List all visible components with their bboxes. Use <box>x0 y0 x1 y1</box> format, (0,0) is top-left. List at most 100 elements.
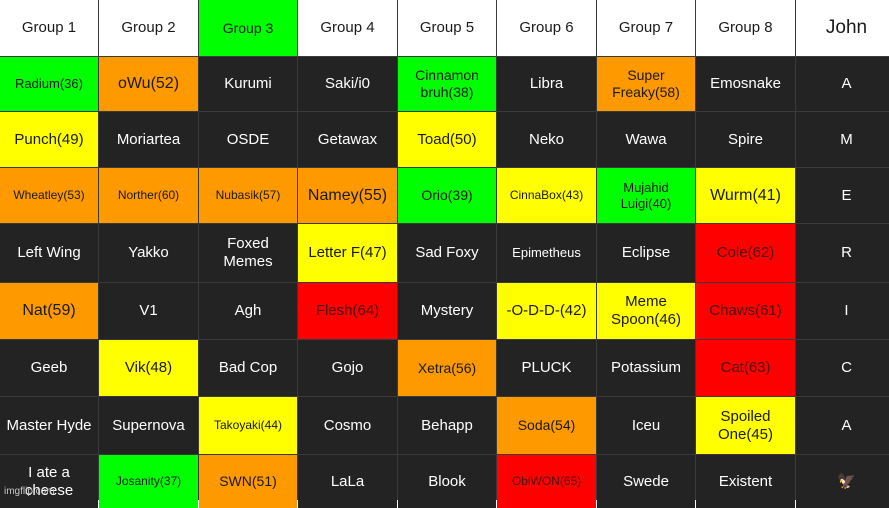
table-cell: Vik(48) <box>99 340 198 396</box>
column-header-label: Group 8 <box>718 19 773 36</box>
table-cell: Wurm(41) <box>696 168 795 223</box>
table-cell: Nubasik(57) <box>199 168 297 223</box>
cell-label: Toad(50) <box>417 130 477 148</box>
cell-label: Super Freaky(58) <box>612 67 680 100</box>
column-header: Group 8 <box>696 0 795 56</box>
table-cell: V1 <box>99 283 198 339</box>
table-cell: R <box>796 224 889 282</box>
column-header-label: Group 1 <box>21 19 77 36</box>
cell-label: CinnaBox(43) <box>509 188 584 203</box>
cell-label: C <box>841 359 852 376</box>
cell-label: LaLa <box>330 472 365 490</box>
table-cell: Epimetheus <box>497 224 596 282</box>
cell-label: Cat(63) <box>720 359 771 376</box>
cell-label: Moriartea <box>116 130 181 148</box>
table-cell: Meme Spoon(46) <box>597 283 695 339</box>
table-cell: Spire <box>696 112 795 167</box>
cell-label: Geeb <box>30 359 68 376</box>
cell-label: Agh <box>234 302 262 319</box>
table-cell: Punch(49) <box>0 112 98 167</box>
table-cell: Kurumi <box>199 57 297 111</box>
column-header-label: Group 5 <box>419 19 475 36</box>
table-cell: Letter F(47) <box>298 224 397 282</box>
cell-label: Wawa <box>625 130 667 148</box>
table-cell: Cole(62) <box>696 224 795 282</box>
cell-label: Namey(55) <box>307 186 388 204</box>
table-cell: LaLa <box>298 455 397 508</box>
cell-label: Libra <box>529 75 564 92</box>
cell-label: Getawax <box>317 130 378 148</box>
cell-label: Takoyaki(44) <box>213 418 283 433</box>
cell-label: ObiWON(65) <box>511 474 582 489</box>
cell-label: Sad Foxy <box>415 244 479 261</box>
table-cell: Nat(59) <box>0 283 98 339</box>
column-header-label: Group 3 <box>222 19 274 36</box>
table-cell: Orio(39) <box>398 168 496 223</box>
cell-label: Supernova <box>112 416 185 434</box>
cell-label: Kurumi <box>224 75 272 92</box>
column-header: John <box>796 0 889 56</box>
table-cell: Mujahid Luigi(40) <box>597 168 695 223</box>
cell-label: Cosmo <box>323 416 372 434</box>
table-cell: Norther(60) <box>99 168 198 223</box>
cell-label: Nat(59) <box>22 302 76 320</box>
table-cell: OSDE <box>199 112 297 167</box>
cell-label: Meme Spoon(46) <box>610 293 682 328</box>
table-cell: Gojo <box>298 340 397 396</box>
column-header-label: Group 4 <box>320 19 375 36</box>
table-cell: Toad(50) <box>398 112 496 167</box>
table-cell: Foxed Memes <box>199 224 297 282</box>
cell-label: PLUCK <box>521 359 572 376</box>
cell-label: Wurm(41) <box>710 186 781 204</box>
table-cell: Takoyaki(44) <box>199 397 297 454</box>
cell-label: Vik(48) <box>124 359 173 376</box>
table-cell: Yakko <box>99 224 198 282</box>
cell-label: Letter F(47) <box>308 244 387 261</box>
table-cell: CinnaBox(43) <box>497 168 596 223</box>
table-cell: SWN(51) <box>199 455 297 508</box>
cell-label: V1 <box>139 302 158 319</box>
table-cell: Libra <box>497 57 596 111</box>
cell-label: Spoiled One(45) <box>717 407 774 443</box>
cell-label: Potassium <box>610 359 682 376</box>
table-cell: Potassium <box>597 340 695 396</box>
table-cell: Wawa <box>597 112 695 167</box>
cell-label: OSDE <box>226 130 270 148</box>
table-cell: Neko <box>497 112 596 167</box>
cell-label: Mujahid Luigi(40) <box>620 179 672 211</box>
table-cell: Emosnake <box>696 57 795 111</box>
table-cell: Chaws(61) <box>696 283 795 339</box>
table-cell: C <box>796 340 889 396</box>
cell-label: Nubasik(57) <box>215 188 281 203</box>
cell-label: Saki/i0 <box>324 75 371 92</box>
column-header: Group 4 <box>298 0 397 56</box>
cell-label: Blook <box>428 472 466 490</box>
table-cell: Geeb <box>0 340 98 396</box>
table-cell: ObiWON(65) <box>497 455 596 508</box>
table-cell: 🦅 <box>796 455 889 508</box>
table-cell: Swede <box>597 455 695 508</box>
cell-label: M <box>840 130 853 148</box>
table-cell: Behapp <box>398 397 496 454</box>
cell-label: -O-D-D-(42) <box>506 302 587 319</box>
cell-label: R <box>841 244 852 261</box>
cell-label: Swede <box>623 472 669 490</box>
watermark: imgflip.com <box>4 486 55 497</box>
table-cell: Mystery <box>398 283 496 339</box>
cell-label: Spire <box>727 130 764 148</box>
column-header-label: Group 6 <box>519 19 574 36</box>
table-cell: Bad Cop <box>199 340 297 396</box>
cell-label: Punch(49) <box>14 130 84 148</box>
cell-label: Foxed Memes <box>223 235 273 270</box>
column-header: Group 5 <box>398 0 496 56</box>
cell-label: Gojo <box>331 359 364 376</box>
cell-label: Soda(54) <box>517 417 576 434</box>
table-cell: A <box>796 397 889 454</box>
table-cell: Cat(63) <box>696 340 795 396</box>
column-header-label: Group 2 <box>121 19 176 36</box>
cell-label: Norther(60) <box>117 188 180 203</box>
table-cell: Super Freaky(58) <box>597 57 695 111</box>
table-cell: Getawax <box>298 112 397 167</box>
cell-label: SWN(51) <box>219 473 277 490</box>
